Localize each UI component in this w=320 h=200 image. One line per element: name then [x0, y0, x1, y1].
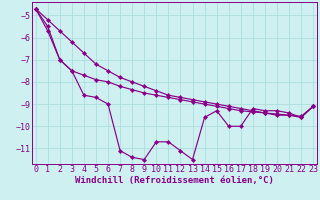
X-axis label: Windchill (Refroidissement éolien,°C): Windchill (Refroidissement éolien,°C) [75, 176, 274, 185]
